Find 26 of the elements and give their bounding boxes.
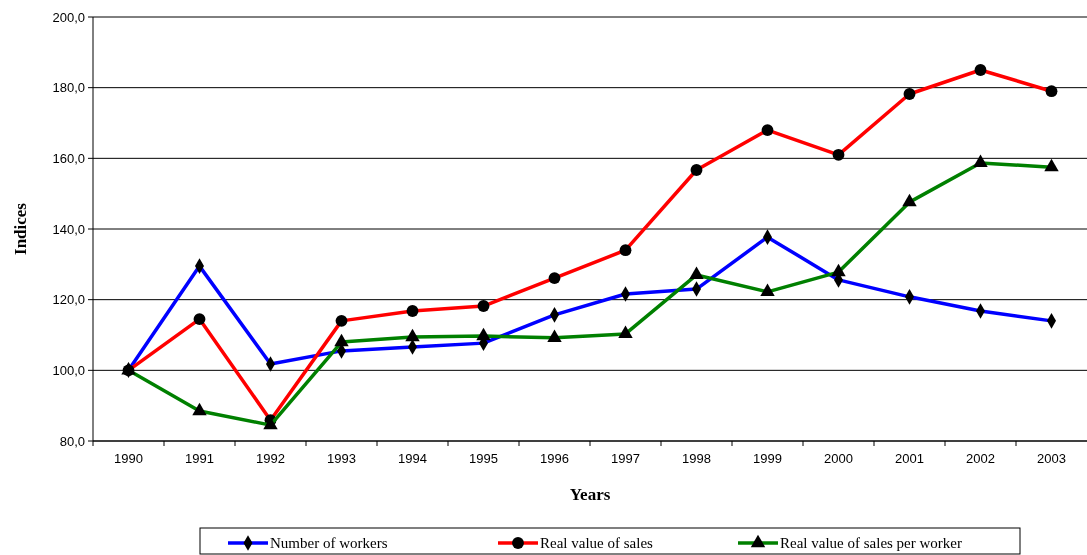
x-tick-label: 2000	[824, 451, 853, 466]
x-tick-label: 1993	[327, 451, 356, 466]
legend-label: Real value of sales	[540, 535, 654, 552]
y-tick-label: 120,0	[52, 292, 85, 308]
x-tick-label: 1999	[753, 451, 782, 466]
x-tick-label: 1991	[185, 451, 214, 466]
x-tick-label: 1992	[256, 451, 285, 466]
x-tick-label: 2003	[1037, 451, 1066, 466]
x-tick-label: 1998	[682, 451, 711, 466]
x-tick-label: 2002	[966, 451, 995, 466]
y-tick-label: 180,0	[52, 80, 85, 96]
y-tick-label: 200,0	[52, 9, 85, 25]
x-tick-label: 2001	[895, 451, 924, 466]
x-tick-label: 1997	[611, 451, 640, 466]
legend-label: Real value of sales per worker	[780, 535, 963, 552]
x-axis-title: Years	[569, 485, 611, 504]
y-tick-label: 100,0	[52, 362, 85, 378]
x-tick-label: 1996	[540, 451, 569, 466]
x-tick-label: 1995	[469, 451, 498, 466]
x-tick-label: 1990	[114, 451, 143, 466]
y-tick-label: 80,0	[59, 433, 85, 449]
y-tick-label: 140,0	[52, 221, 85, 237]
legend-label: Number of workers	[270, 535, 388, 552]
y-tick-label: 160,0	[52, 150, 85, 166]
y-axis-title: Indices	[11, 202, 30, 255]
x-tick-label: 1994	[398, 451, 427, 466]
